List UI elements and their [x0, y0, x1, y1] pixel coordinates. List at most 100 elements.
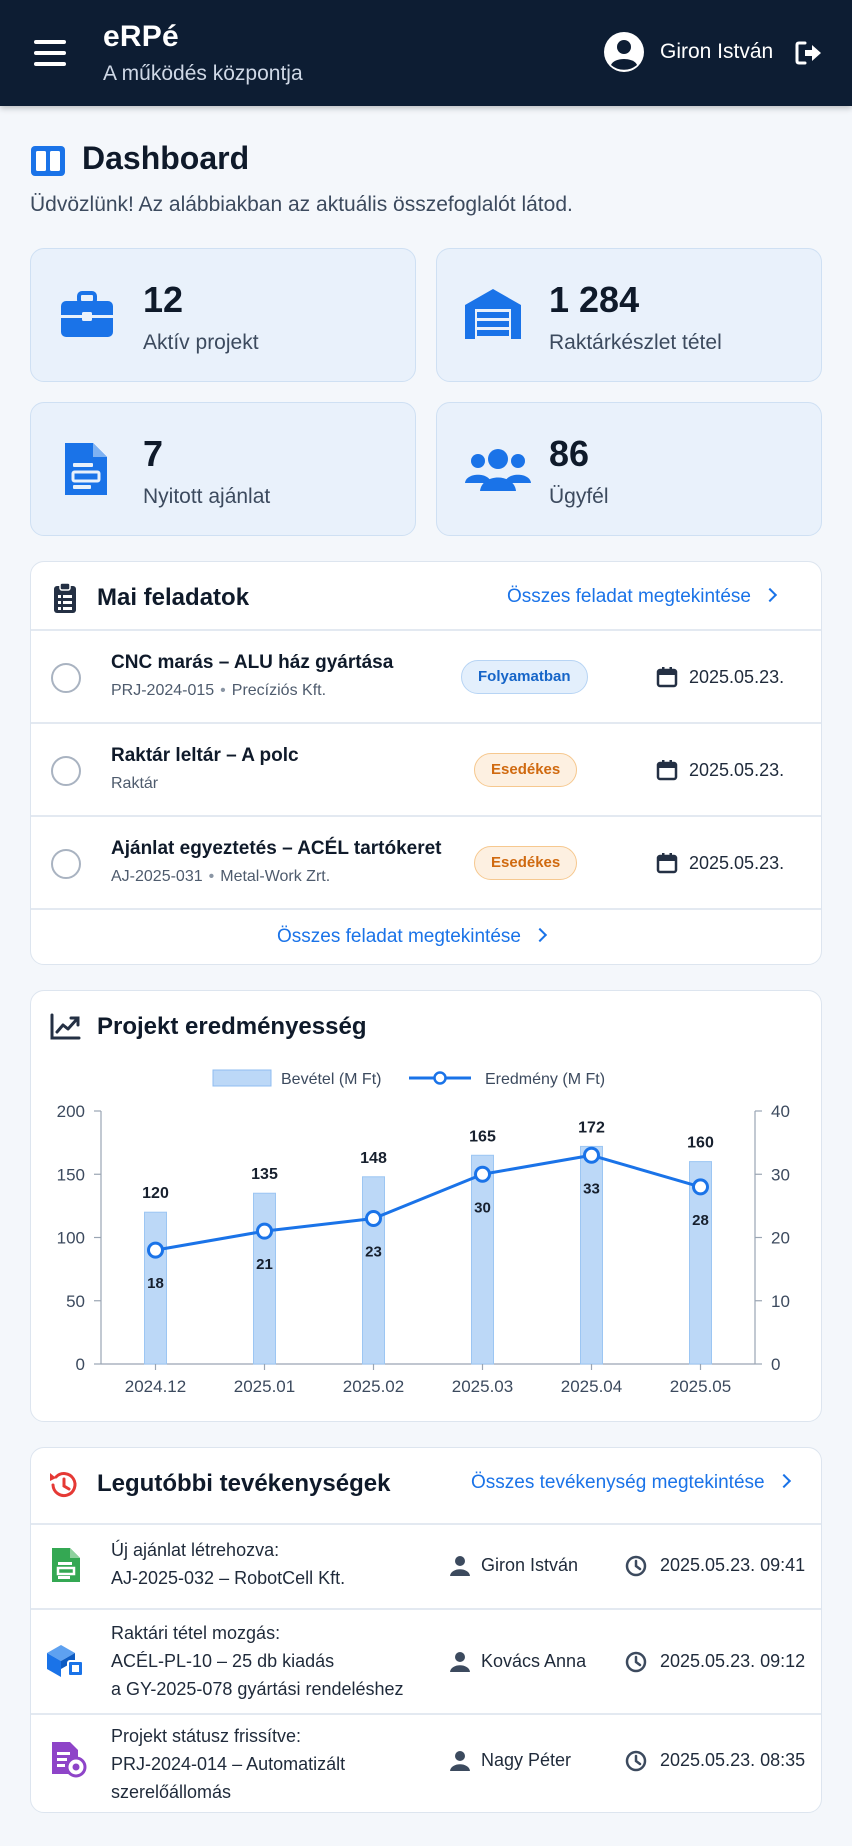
stat-value: 7 — [143, 433, 164, 474]
line-value-label: 18 — [147, 1275, 164, 1292]
chart-panel: Projekt eredményesség Bevétel (M Ft) Ered… — [30, 990, 822, 1422]
task-checkbox[interactable] — [51, 663, 81, 693]
divider — [31, 908, 821, 910]
task-title: Ajánlat egyeztetés – ACÉL tartókeret — [111, 838, 442, 859]
x-tick-label: 2025.04 — [561, 1377, 622, 1396]
activities-title: Legutóbbi tevékenységek — [97, 1470, 391, 1497]
status-badge: Folyamatban — [461, 660, 588, 694]
y-tick-label-right: 20 — [771, 1229, 790, 1248]
task-client: Raktár — [111, 775, 159, 792]
task-meta: AJ-2025-031 • Metal-Work Zrt. — [111, 868, 330, 886]
tasks-view-all-link-bottom[interactable]: Összes feladat megtekintése — [277, 926, 548, 948]
bar-revenue — [471, 1154, 494, 1365]
activity-time: 2025.05.23. 08:35 — [660, 1750, 806, 1770]
document-icon — [65, 443, 107, 495]
status-badge: Esedékes — [474, 753, 578, 787]
stat-card-inventory[interactable]: 1 284 Raktárkészlet tétel — [436, 248, 822, 382]
line-value-label: 28 — [692, 1212, 709, 1229]
stat-label: Raktárkészlet tétel — [549, 331, 722, 354]
y-tick-label-left: 0 — [76, 1355, 85, 1374]
y-tick-label-right: 30 — [771, 1165, 790, 1184]
dashboard-icon — [31, 146, 65, 176]
divider — [31, 722, 821, 724]
y-tick-label-right: 10 — [771, 1292, 790, 1311]
activity-line: Projekt státusz frissítve: — [111, 1726, 302, 1746]
activity-text: Projekt státusz frissítve: PRJ-2024-014 … — [111, 1722, 345, 1806]
divider — [31, 815, 821, 817]
activity-time: 2025.05.23. 09:41 — [660, 1555, 806, 1575]
logout-icon[interactable] — [795, 40, 823, 66]
activity-row[interactable]: Projekt státusz frissítve: PRJ-2024-014 … — [31, 1714, 821, 1812]
bar-value-label: 160 — [687, 1135, 714, 1152]
legend-label-revenue: Bevétel (M Ft) — [281, 1071, 381, 1088]
line-value-label: 21 — [256, 1256, 273, 1273]
status-badge: Esedékes — [474, 846, 578, 880]
menu-icon[interactable] — [34, 40, 66, 66]
task-checkbox[interactable] — [51, 756, 81, 786]
y-tick-label-right: 0 — [771, 1355, 780, 1374]
clock-icon — [625, 1555, 647, 1577]
line-point-profit — [583, 1146, 600, 1164]
document-add-icon — [52, 1548, 80, 1582]
activity-line: Raktári tétel mozgás: — [111, 1623, 281, 1643]
stat-card-customers[interactable]: 86 Ügyfél — [436, 402, 822, 536]
bar-value-label: 120 — [142, 1185, 169, 1202]
activities-view-all-link[interactable]: Összes tevékenység megtekintése — [471, 1472, 791, 1494]
line-profit — [155, 1153, 701, 1252]
app-title: eRPé — [103, 20, 179, 53]
bar-revenue — [253, 1192, 276, 1365]
task-checkbox[interactable] — [51, 849, 81, 879]
separator-dot: • — [208, 868, 215, 885]
stat-value: 86 — [549, 433, 590, 474]
users-icon — [465, 449, 531, 491]
divider — [31, 1608, 821, 1610]
stat-label: Aktív projekt — [143, 331, 259, 354]
task-row[interactable]: CNC marás – ALU ház gyártása PRJ-2024-01… — [31, 630, 821, 722]
calendar-icon — [656, 667, 678, 688]
task-meta: Raktár — [111, 775, 158, 793]
activity-line: Új ajánlat létrehozva: — [111, 1540, 280, 1560]
x-tick-label: 2025.05 — [670, 1377, 731, 1396]
link-label: Összes feladat megtekintése — [507, 586, 751, 607]
bar-revenue — [362, 1176, 385, 1365]
history-icon — [50, 1472, 77, 1498]
user-icon — [450, 1751, 470, 1771]
line-point-profit — [147, 1241, 164, 1259]
activity-line: a GY-2025-078 gyártási rendeléshez — [111, 1679, 404, 1699]
y-tick-label-right: 40 — [771, 1102, 790, 1121]
activity-row[interactable]: Raktári tétel mozgás: ACÉL-PL-10 – 25 db… — [31, 1609, 821, 1713]
y-tick-label-left: 50 — [66, 1292, 85, 1311]
app-subtitle: A működés központja — [103, 62, 303, 85]
task-date: 2025.05.23. — [689, 760, 785, 780]
x-tick-label: 2024.12 — [125, 1377, 186, 1396]
activity-row[interactable]: Új ajánlat létrehozva: AJ-2025-032 – Rob… — [31, 1524, 821, 1608]
chevron-right-icon — [776, 1473, 791, 1489]
stat-card-quotes[interactable]: 7 Nyitott ajánlat — [30, 402, 416, 536]
bar-value-label: 135 — [251, 1166, 278, 1183]
line-point-profit — [474, 1165, 491, 1183]
project-performance-chart: Bevétel (M Ft) Eredmény (M Ft)05010015020… — [57, 1069, 790, 1396]
calendar-icon — [656, 760, 678, 781]
activity-line: szerelőállomás — [111, 1782, 232, 1802]
warehouse-icon — [465, 289, 521, 339]
clock-icon — [625, 1651, 647, 1673]
legend-marker-profit — [433, 1071, 447, 1085]
status-update-icon — [52, 1742, 87, 1778]
tasks-title: Mai feladatok — [97, 584, 250, 611]
activity-user: Nagy Péter — [481, 1750, 572, 1770]
line-point-profit — [365, 1210, 382, 1228]
line-value-label: 23 — [365, 1244, 382, 1261]
chart-title: Projekt eredményesség — [97, 1013, 367, 1040]
task-row[interactable]: Raktár leltár – A polc Raktár Esedékes 2… — [31, 723, 821, 815]
stat-card-projects[interactable]: 12 Aktív projekt — [30, 248, 416, 382]
task-meta: PRJ-2024-015 • Precíziós Kft. — [111, 682, 326, 700]
inventory-icon — [47, 1645, 84, 1677]
task-title: Raktár leltár – A polc — [111, 745, 299, 766]
task-row[interactable]: Ajánlat egyeztetés – ACÉL tartókeret AJ-… — [31, 816, 821, 908]
tasks-view-all-link-top[interactable]: Összes feladat megtekintése — [507, 586, 778, 608]
user-avatar-icon[interactable] — [604, 32, 644, 72]
chevron-right-icon — [762, 587, 778, 603]
line-value-label: 30 — [474, 1199, 491, 1216]
y-tick-label-left: 200 — [57, 1102, 85, 1121]
user-name[interactable]: Giron István — [660, 40, 774, 63]
